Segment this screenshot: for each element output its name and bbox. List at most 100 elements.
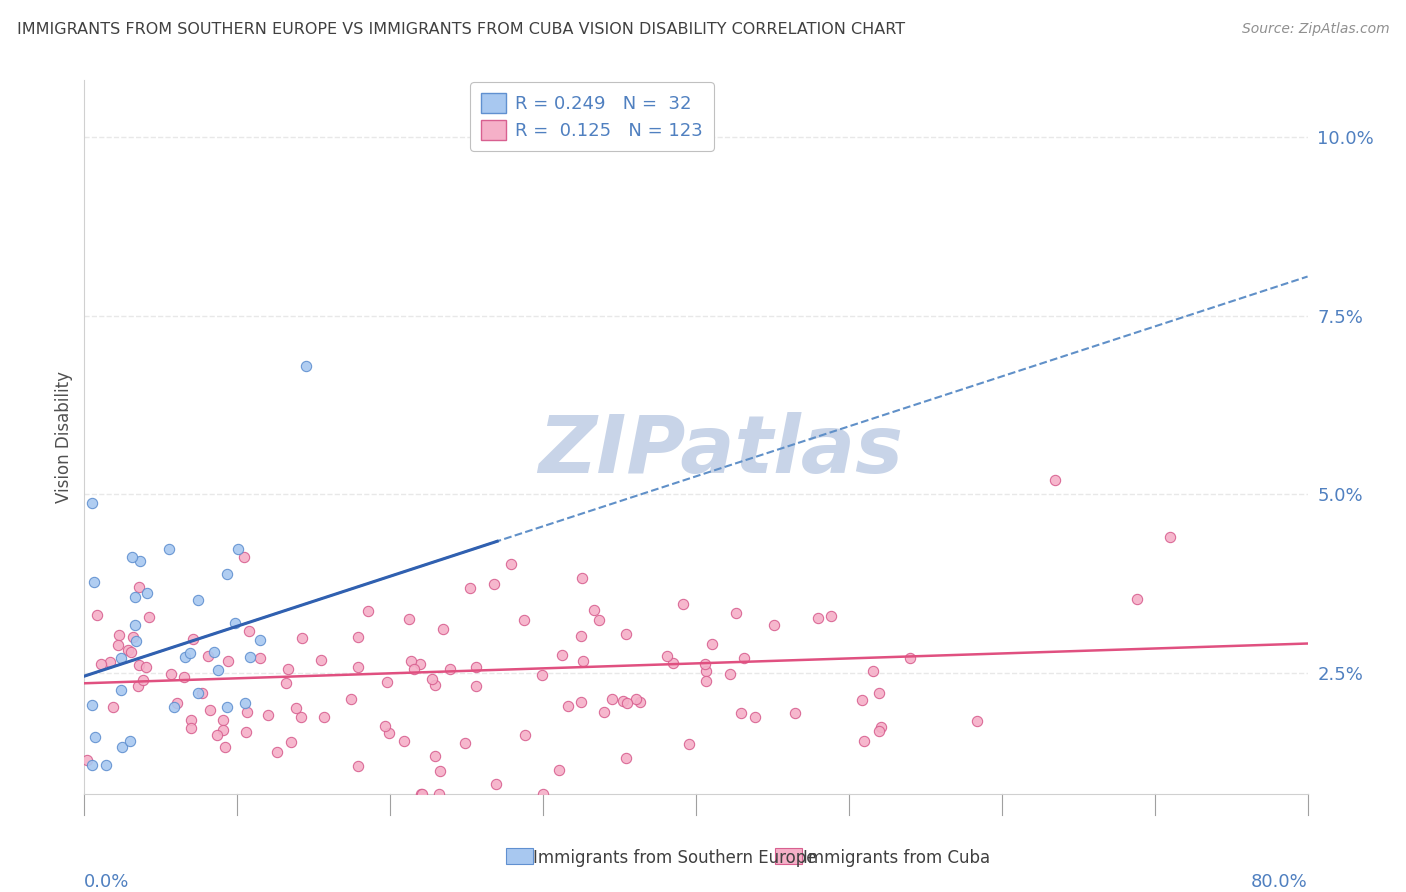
Point [166, 696, 188, 710]
Point [207, 663, 229, 677]
Point [427, 787, 450, 801]
Point [693, 657, 716, 672]
Point [202, 645, 225, 659]
Point [314, 710, 336, 724]
Point [616, 696, 638, 710]
Point [276, 676, 298, 690]
Point [111, 739, 134, 754]
Point [136, 586, 159, 600]
Point [173, 670, 195, 684]
Point [118, 733, 141, 747]
Point [191, 686, 214, 700]
Point [249, 632, 271, 647]
Point [217, 654, 239, 668]
Point [807, 611, 830, 625]
Point [198, 703, 221, 717]
Point [127, 679, 149, 693]
Point [531, 668, 554, 682]
Point [571, 571, 593, 585]
Point [763, 618, 786, 632]
Point [628, 695, 651, 709]
Point [197, 649, 219, 664]
Point [862, 664, 884, 678]
Point [235, 725, 257, 739]
Point [702, 637, 724, 651]
Point [614, 751, 637, 765]
Point [107, 628, 129, 642]
Point [513, 728, 536, 742]
Point [90, 657, 112, 671]
Point [655, 649, 678, 664]
Text: IMMIGRANTS FROM SOUTHERN EUROPE VS IMMIGRANTS FROM CUBA VISION DISABILITY CORREL: IMMIGRANTS FROM SOUTHERN EUROPE VS IMMIG… [17, 22, 905, 37]
Point [409, 787, 432, 801]
Point [124, 618, 146, 632]
Point [512, 613, 534, 627]
Point [235, 696, 257, 710]
Point [110, 650, 132, 665]
Point [249, 651, 271, 665]
Point [454, 736, 477, 750]
Point [557, 698, 579, 713]
Point [124, 590, 146, 604]
Point [357, 605, 380, 619]
Point [80, 698, 103, 712]
Point [120, 645, 142, 659]
Point [125, 634, 148, 648]
Point [662, 656, 685, 670]
Point [295, 359, 318, 373]
Point [900, 650, 922, 665]
Point [162, 699, 184, 714]
Point [695, 664, 717, 678]
Point [339, 692, 361, 706]
Point [718, 667, 741, 681]
Point [80, 758, 103, 772]
Point [785, 706, 807, 720]
Point [160, 666, 183, 681]
Point [291, 631, 314, 645]
Point [425, 748, 447, 763]
Point [399, 655, 422, 669]
Point [394, 734, 416, 748]
Point [173, 650, 195, 665]
Point [678, 737, 700, 751]
Point [239, 650, 262, 665]
Text: Immigrants from Southern Europe: Immigrants from Southern Europe [513, 849, 817, 867]
Point [484, 777, 506, 791]
Point [238, 624, 260, 639]
Point [851, 693, 873, 707]
Point [80, 496, 103, 510]
Point [402, 662, 425, 676]
Point [256, 708, 278, 723]
Point [180, 721, 202, 735]
Point [730, 706, 752, 720]
Point [224, 616, 246, 631]
Point [398, 612, 420, 626]
Point [122, 630, 145, 644]
Point [217, 566, 239, 581]
Point [98, 655, 121, 669]
Text: Source: ZipAtlas.com: Source: ZipAtlas.com [1241, 22, 1389, 37]
Point [602, 692, 624, 706]
Point [374, 718, 396, 732]
Point [868, 724, 890, 739]
Y-axis label: Vision Disability: Vision Disability [55, 371, 73, 503]
Point [547, 763, 569, 777]
Point [439, 663, 461, 677]
Point [458, 581, 481, 595]
Point [236, 705, 259, 719]
Text: Immigrants from Cuba: Immigrants from Cuba [782, 849, 990, 867]
Point [121, 550, 143, 565]
FancyBboxPatch shape [776, 848, 803, 863]
Point [228, 542, 250, 557]
Point [212, 723, 235, 737]
Point [672, 598, 695, 612]
Point [420, 673, 443, 687]
Point [117, 643, 139, 657]
Point [583, 603, 606, 617]
Point [695, 673, 717, 688]
Point [83, 731, 105, 745]
Point [868, 685, 890, 699]
Point [347, 660, 370, 674]
Point [531, 787, 554, 801]
Point [588, 613, 610, 627]
